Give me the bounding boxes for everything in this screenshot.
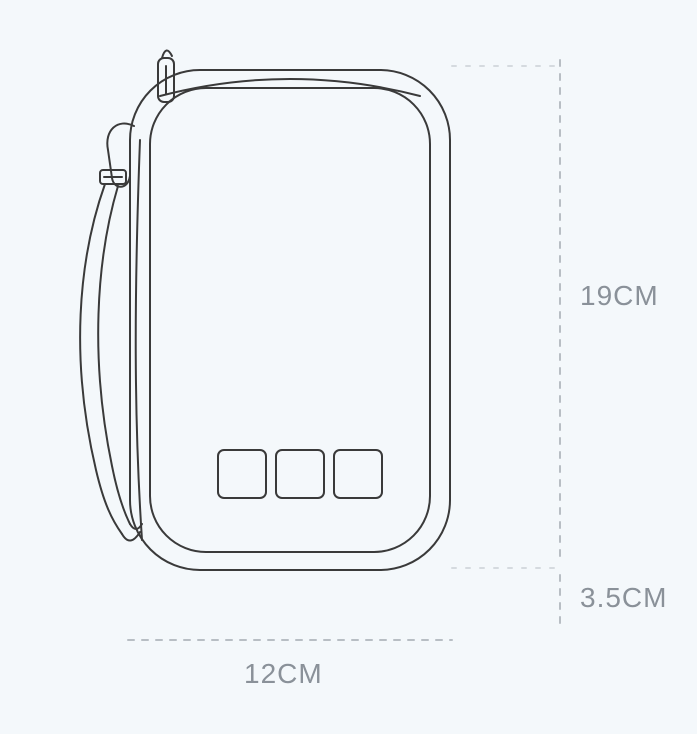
logo-square-1 <box>218 450 266 498</box>
pouch-drawing <box>0 0 697 734</box>
zipper-pull-ring <box>162 50 172 58</box>
logo-square-2 <box>276 450 324 498</box>
dim-label-height: 19CM <box>580 280 659 312</box>
pouch-inner <box>150 88 430 552</box>
wrist-strap-inner <box>98 186 130 524</box>
side-seam <box>136 140 142 540</box>
wrist-strap-tip <box>122 524 142 541</box>
dim-label-depth: 3.5CM <box>580 582 667 614</box>
pouch-outer <box>130 70 450 570</box>
dim-label-width: 12CM <box>244 658 323 690</box>
logo-square-3 <box>334 450 382 498</box>
dimension-diagram: 19CM 3.5CM 12CM <box>0 0 697 734</box>
